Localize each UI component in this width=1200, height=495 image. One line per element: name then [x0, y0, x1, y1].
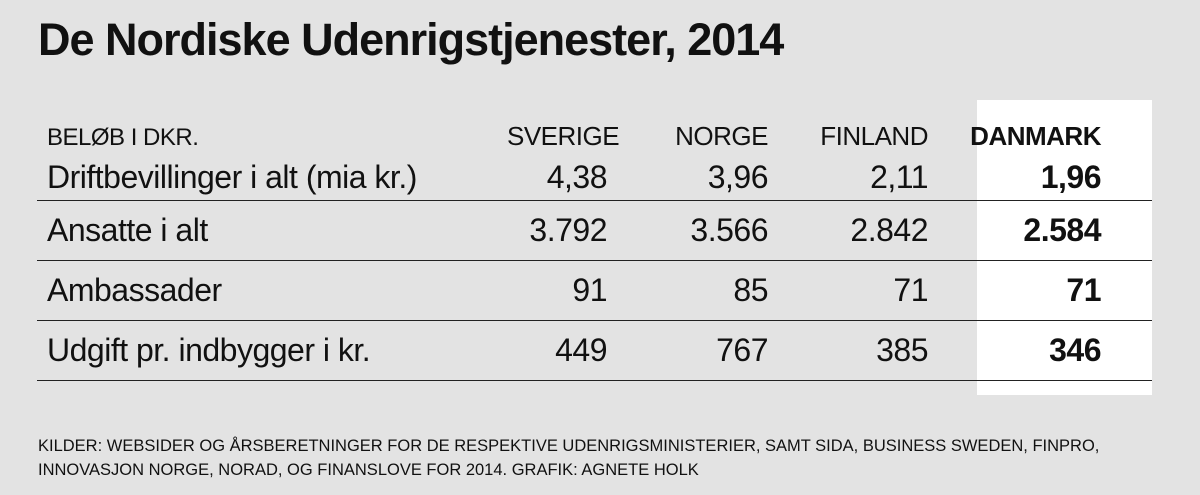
table-cell: 85 — [733, 272, 768, 308]
table-cell: 767 — [716, 332, 768, 368]
table-cell-danmark: 71 — [1066, 272, 1101, 308]
table-row: Udgift pr. indbygger i kr. 449 767 385 3… — [37, 321, 1152, 381]
table-row: Driftbevillinger i alt (mia kr.) 4,38 3,… — [37, 154, 1152, 201]
table-cell-danmark: 1,96 — [1040, 158, 1102, 195]
table-cell: 71 — [893, 272, 928, 308]
source-line: INNOVASJON NORGE, NORAD, OG FINANSLOVE F… — [38, 461, 699, 479]
table-row: Ambassader 91 85 71 71 — [37, 261, 1152, 321]
table-cell-danmark: 2.584 — [1023, 212, 1101, 248]
table-cell: 385 — [876, 332, 928, 368]
column-header-finland: FINLAND — [820, 121, 928, 151]
danmark-highlight-column — [977, 100, 1152, 395]
column-header-danmark: DANMARK — [970, 121, 1101, 151]
source-note: KILDER: WEBSIDER OG ÅRSBERETNINGER FOR D… — [38, 434, 1158, 482]
table-header-row: BELØB I DKR. SVERIGE NORGE FINLAND DANMA… — [37, 100, 1152, 154]
unit-label: BELØB I DKR. — [47, 124, 199, 151]
column-header-norge: NORGE — [675, 121, 768, 151]
table-cell: 91 — [572, 272, 607, 308]
table-row: Ansatte i alt 3.792 3.566 2.842 2.584 — [37, 201, 1152, 261]
table-cell: 3.792 — [529, 212, 607, 248]
column-header-sverige: SVERIGE — [507, 121, 620, 151]
table-cell: 2,11 — [870, 158, 928, 195]
row-label: Udgift pr. indbygger i kr. — [47, 332, 371, 368]
table-cell-danmark: 346 — [1049, 332, 1101, 368]
table-cell: 2.842 — [850, 212, 928, 248]
table-cell: 3,96 — [707, 158, 769, 195]
table-cell: 449 — [555, 332, 607, 368]
chart-title: De Nordiske Udenrigstjenester, 2014 — [38, 14, 784, 65]
table-cell: 3.566 — [690, 212, 768, 248]
table-cell: 4,38 — [546, 158, 608, 195]
row-label: Ambassader — [47, 272, 222, 308]
source-line: KILDER: WEBSIDER OG ÅRSBERETNINGER FOR D… — [38, 437, 1100, 455]
row-label: Driftbevillinger i alt (mia kr.) — [47, 158, 417, 195]
comparison-table: BELØB I DKR. SVERIGE NORGE FINLAND DANMA… — [37, 100, 1152, 395]
row-label: Ansatte i alt — [47, 212, 208, 248]
